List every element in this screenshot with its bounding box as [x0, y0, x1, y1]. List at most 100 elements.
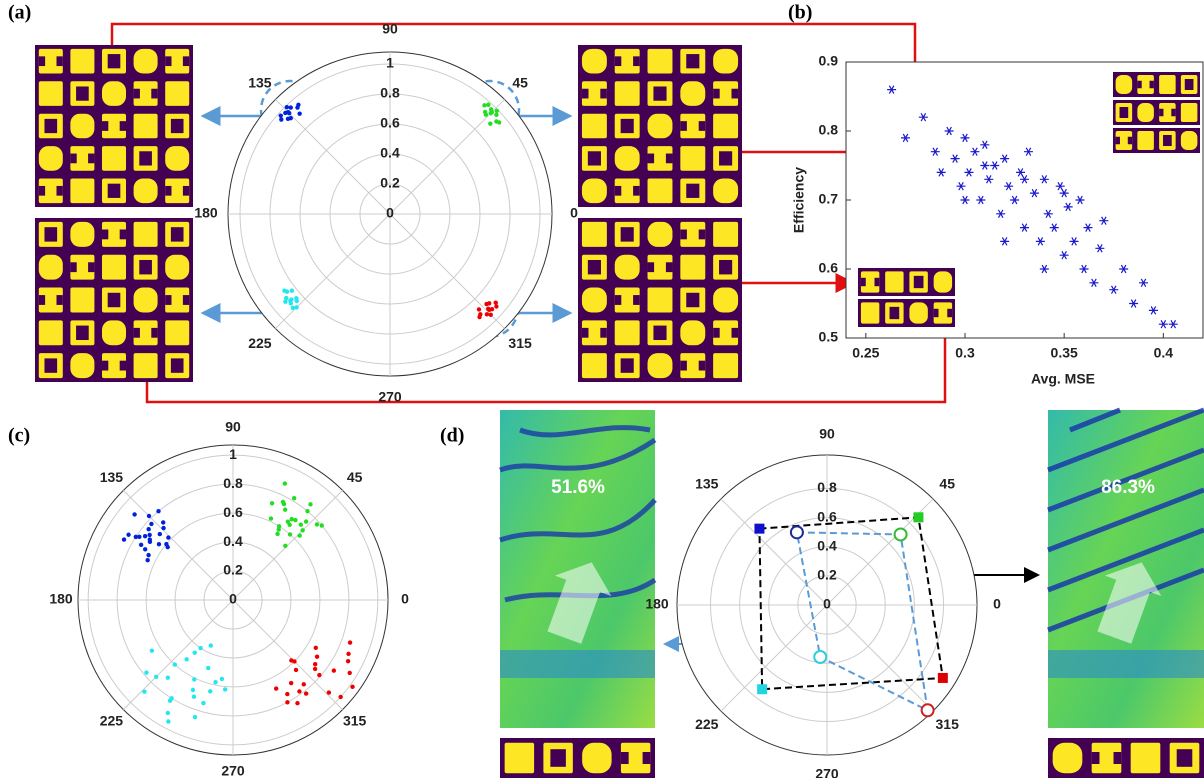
- point: [166, 545, 170, 549]
- tile-cell: [621, 227, 634, 241]
- point: [158, 532, 162, 536]
- tile-cell: [70, 288, 94, 313]
- point: [122, 537, 126, 541]
- tile-cell: [615, 146, 640, 171]
- tile-cell: [713, 222, 738, 247]
- tile-cell: [648, 114, 673, 139]
- point: [304, 691, 308, 695]
- point: [142, 689, 146, 693]
- r-tick-label: 0.6: [223, 504, 243, 520]
- tile-cell: [648, 154, 655, 164]
- tile-cell: [713, 353, 738, 378]
- point: [281, 500, 285, 504]
- point: [289, 116, 293, 120]
- tile-cell: [120, 229, 126, 239]
- y-tick-label: 0.9: [819, 53, 839, 69]
- tile-cell: [648, 178, 673, 203]
- marker: [754, 524, 764, 534]
- tile-cell: [680, 146, 705, 171]
- point: [489, 313, 493, 317]
- tile-cell: [39, 255, 63, 280]
- tile-cell: [108, 54, 121, 68]
- point: [294, 296, 298, 300]
- tile-cell: [1131, 743, 1161, 773]
- panel-label: (c): [8, 425, 30, 447]
- point: [283, 507, 287, 511]
- tile-cell: [874, 278, 879, 286]
- tile-cell: [165, 295, 171, 305]
- tile-cell: [39, 295, 45, 305]
- tile-cell: [713, 178, 738, 203]
- point: [145, 558, 149, 562]
- tile-cell: [39, 146, 63, 171]
- tile-cell: [582, 49, 607, 74]
- figure: 0459013518022527031500.20.40.60.81(a)0.2…: [0, 0, 1204, 778]
- tile-cell: [56, 186, 62, 196]
- tile-cell: [102, 146, 126, 171]
- point: [126, 533, 130, 537]
- point: [192, 695, 196, 699]
- marker: [791, 526, 803, 538]
- tile-cell: [699, 121, 706, 131]
- marker: [922, 704, 934, 716]
- tile-cell: [1116, 137, 1120, 145]
- tile-cell: [1177, 749, 1193, 767]
- annotation: 51.6%: [551, 477, 605, 498]
- tile-cell: [134, 114, 158, 139]
- theta-tick-label: 0: [401, 591, 409, 607]
- point: [201, 701, 205, 705]
- point: [313, 667, 317, 671]
- theta-tick-label: 270: [378, 389, 402, 405]
- tile-cell: [171, 119, 184, 133]
- r-tick-label: 1: [229, 446, 237, 462]
- tile-cell: [653, 86, 666, 100]
- field-image: [500, 410, 655, 728]
- theta-tick-label: 45: [347, 469, 363, 485]
- tile-cell: [680, 229, 687, 239]
- point: [296, 103, 300, 107]
- r-tick-label: 0.4: [380, 145, 400, 161]
- theta-tick-label: 45: [939, 475, 955, 491]
- tile-cell: [861, 302, 879, 323]
- tile-cell: [582, 89, 589, 99]
- tile-cell: [102, 361, 108, 371]
- tile-cell: [108, 184, 121, 198]
- tile-cell: [890, 307, 900, 319]
- point: [213, 680, 217, 684]
- tile-cell: [139, 260, 152, 274]
- tile-cell: [151, 328, 157, 338]
- tile-cell: [680, 320, 705, 345]
- tile-cell: [120, 361, 126, 371]
- r-tick-label: 0.8: [223, 475, 243, 491]
- point: [274, 686, 278, 690]
- point: [289, 105, 293, 109]
- point: [293, 518, 297, 522]
- connector: [147, 312, 945, 402]
- point: [279, 117, 283, 121]
- point: [285, 700, 289, 704]
- tile-cell: [88, 262, 94, 272]
- tile-cell: [582, 328, 589, 338]
- point: [166, 535, 170, 539]
- point: [132, 512, 136, 516]
- tile-cell: [633, 56, 640, 66]
- theta-tick-label: 90: [819, 426, 835, 442]
- point: [348, 671, 352, 675]
- tile-cell: [70, 49, 94, 74]
- y-tick-label: 0.8: [819, 122, 839, 138]
- tile-cell: [134, 222, 158, 247]
- tile-cell: [151, 89, 157, 99]
- point: [490, 307, 494, 311]
- r-tick-label: 0.4: [817, 537, 837, 553]
- point: [173, 662, 177, 666]
- point: [149, 522, 153, 526]
- marker: [913, 512, 923, 522]
- point: [488, 121, 492, 125]
- panel-label: (b): [788, 2, 812, 24]
- tile-cell: [648, 288, 673, 313]
- tile-cell: [165, 81, 189, 106]
- theta-tick-label: 180: [49, 591, 73, 607]
- tile-cell: [1159, 109, 1163, 117]
- point: [147, 533, 151, 537]
- tile-cell: [134, 328, 140, 338]
